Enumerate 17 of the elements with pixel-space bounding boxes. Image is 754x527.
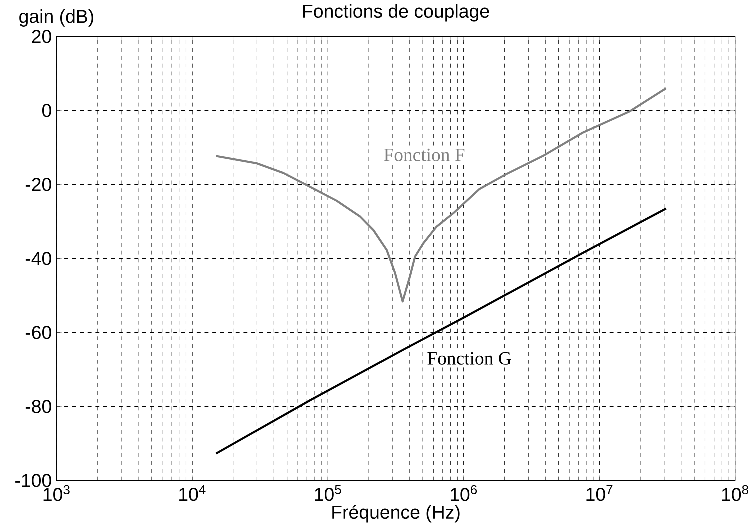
chart-title: Fonctions de couplage [303, 4, 490, 22]
x-tick-label: 10$^{8}$ [722, 485, 748, 502]
x-tick-label: 10$^{7}$ [586, 485, 613, 502]
y-tick-label: -100 [16, 474, 52, 488]
y-tick-label: 0 [42, 104, 52, 118]
series-label: Fonction G [428, 352, 512, 365]
x-tick-label: 10$^{6}$ [450, 485, 478, 502]
y-tick-label: -20 [26, 178, 52, 192]
y-tick-label: -40 [26, 252, 52, 266]
y-tick-label: -60 [26, 326, 52, 340]
x-axis-title: Fréquence (Hz) [332, 505, 460, 523]
y-tick-label: -80 [26, 400, 52, 414]
y-axis-title: gain (dB) [20, 9, 94, 27]
x-tick-label: 10$^{4}$ [180, 485, 206, 502]
x-tick-label: 10$^{5}$ [315, 485, 342, 502]
y-tick-label: 20 [32, 30, 52, 44]
series-label: Fonction F [384, 148, 465, 162]
